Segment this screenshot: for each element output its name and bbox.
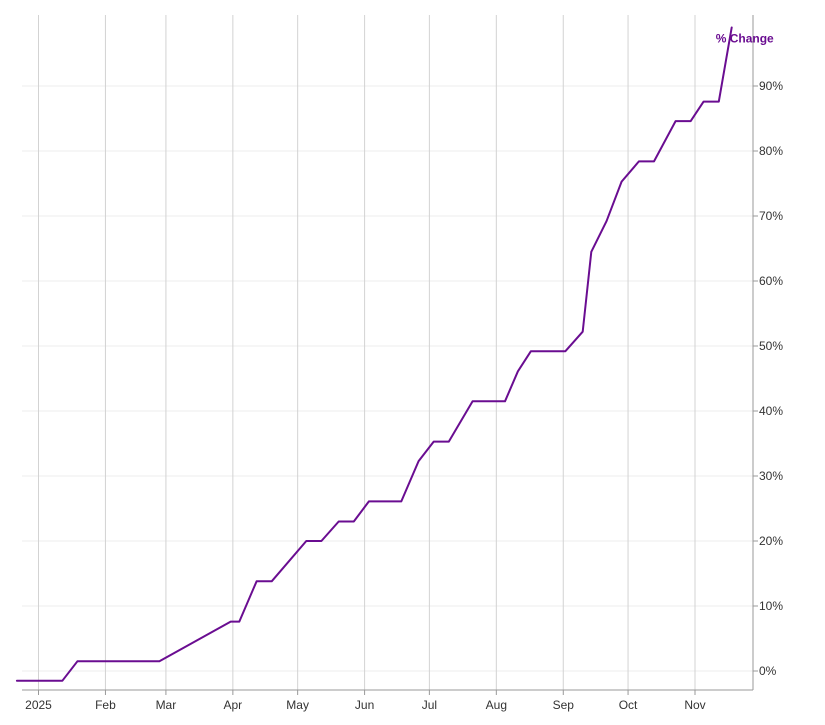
y-tick-label: 20% [759,534,783,548]
y-tick-labels: 0% 10% 20% 30% 40% 50% 60% 70% 80% 90% [759,79,783,678]
x-gridlines [38,15,696,690]
y-tick-label: 0% [759,664,777,678]
x-tick-label: Mar [156,698,177,712]
x-tick-label: Aug [486,698,507,712]
y-tick-label: 50% [759,339,783,353]
x-tick-label: Jul [422,698,437,712]
series-layer: % Change [15,26,774,682]
y-tick-label: 60% [759,274,783,288]
x-tick-label: Sep [553,698,575,712]
x-tick-label: Feb [95,698,116,712]
series-line [15,26,733,682]
y-tick-label: 30% [759,469,783,483]
x-tick-label: Oct [619,698,638,712]
x-tick-label: May [286,698,309,712]
x-tick-label: Nov [684,698,705,712]
series-label: % Change [716,32,774,46]
x-tick-label: Jun [355,698,374,712]
y-tick-label: 80% [759,144,783,158]
y-gridlines [22,85,753,672]
y-tick-label: 90% [759,79,783,93]
y-tick-label: 70% [759,209,783,223]
y-tick-label: 10% [759,599,783,613]
x-tick-label: 2025 [25,698,52,712]
x-tick-labels: 2025 Feb Mar Apr May Jun Jul Aug Sep Oct Nov [25,698,706,712]
axes [22,15,758,695]
x-tick-label: Apr [224,698,243,712]
y-tick-label: 40% [759,404,783,418]
